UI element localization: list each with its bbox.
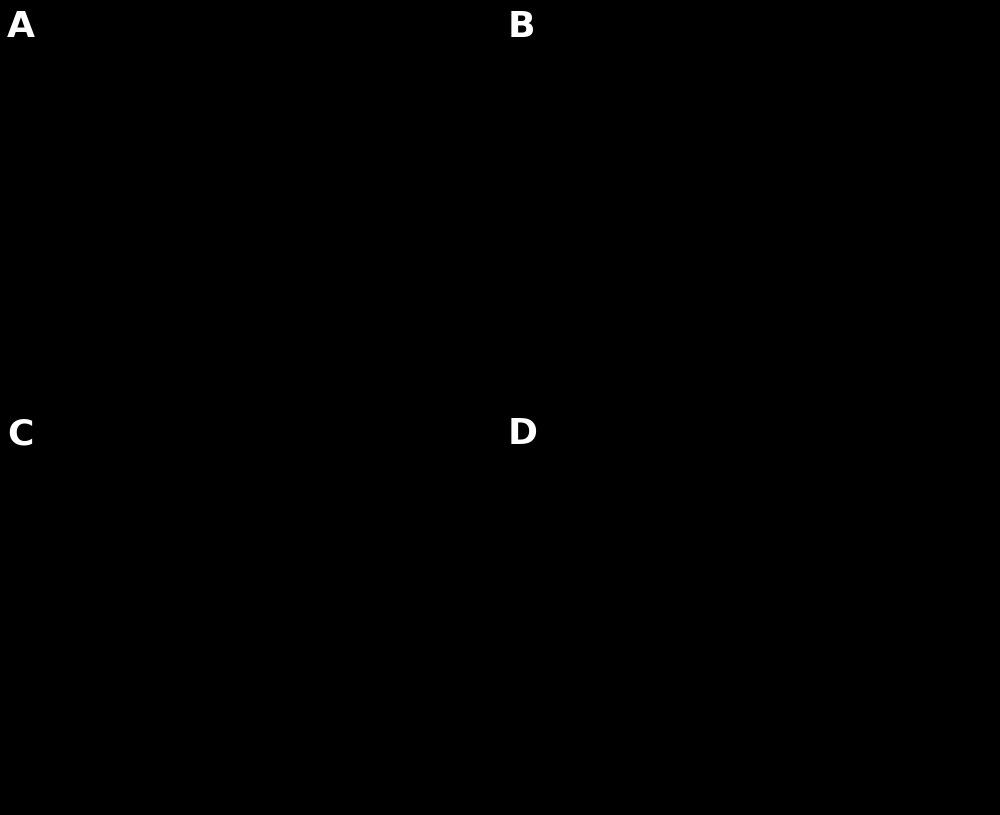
Text: A: A: [7, 10, 35, 44]
Text: C: C: [7, 417, 33, 452]
Text: D: D: [508, 417, 538, 452]
Text: B: B: [508, 10, 536, 44]
